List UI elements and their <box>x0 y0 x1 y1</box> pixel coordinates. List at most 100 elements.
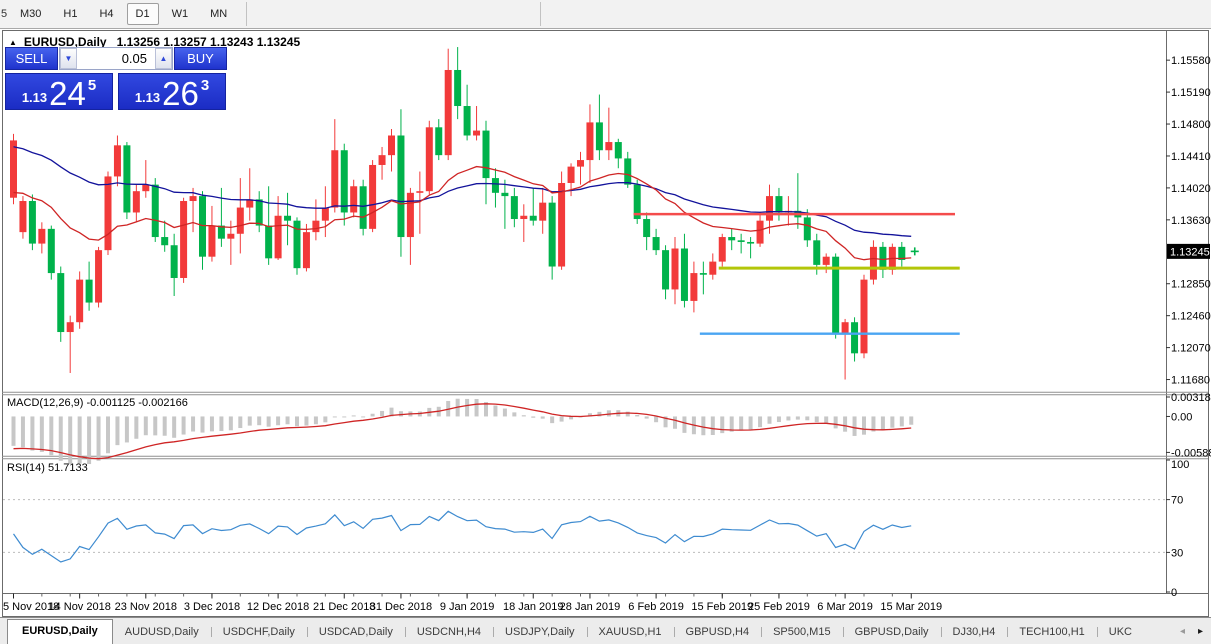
tab-gbpusd-daily[interactable]: GBPUSD,Daily <box>842 621 941 644</box>
macd-histogram-bar <box>635 414 640 417</box>
tab-gbpusd-h4[interactable]: GBPUSD,H4 <box>673 621 762 644</box>
macd-histogram-bar <box>380 410 385 417</box>
macd-histogram-bar <box>862 416 866 435</box>
candle-body <box>85 279 93 303</box>
macd-histogram-bar <box>191 416 196 432</box>
candle-body <box>113 145 121 177</box>
candle-body <box>851 322 859 354</box>
macd-histogram-bar <box>814 416 819 423</box>
tabs-scroll-left-icon[interactable]: ◂ <box>1179 626 1185 637</box>
candle-body <box>19 201 27 233</box>
candle-body <box>444 69 452 156</box>
date-axis-label: 18 Jan 2019 <box>503 601 564 613</box>
date-axis-label: 5 Nov 2018 <box>3 601 59 613</box>
tab-ukc[interactable]: UKC <box>1096 621 1144 644</box>
tab-sp500-m15[interactable]: SP500,M15 <box>761 621 842 644</box>
tf-button-w1[interactable]: W1 <box>171 8 189 20</box>
candle-body <box>473 130 481 136</box>
toolbar-divider <box>246 2 248 26</box>
macd-histogram-bar <box>332 416 337 418</box>
sell-button[interactable]: SELL <box>5 47 58 70</box>
macd-histogram-bar <box>739 416 744 431</box>
macd-histogram-bar <box>351 415 356 417</box>
candle-body <box>841 322 849 334</box>
candle-body <box>265 225 273 259</box>
macd-histogram-bar <box>238 416 243 429</box>
macd-axis-label: 0.003188 <box>1171 392 1211 404</box>
bid-price-tile[interactable]: 1.13 24 5 <box>5 73 113 110</box>
tab-dj30-h4[interactable]: DJ30,H4 <box>940 621 1008 644</box>
volume-increase-icon[interactable]: ▲ <box>155 48 172 69</box>
candle-body <box>539 202 547 221</box>
tf-button-h1[interactable]: H1 <box>63 8 78 20</box>
candle-body <box>227 233 235 239</box>
candle-body <box>643 219 651 238</box>
tab-audusd-daily[interactable]: AUDUSD,Daily <box>124 626 199 638</box>
macd-histogram-bar <box>96 416 101 461</box>
date-axis-label: 31 Dec 2018 <box>370 601 432 613</box>
price-axis-label: 1.15580 <box>1171 55 1211 67</box>
tf-button-d1[interactable]: D1 <box>126 3 159 25</box>
candle-body <box>28 201 36 244</box>
tab-xauusd-h1[interactable]: XAUUSD,H1 <box>586 621 674 644</box>
macd-histogram-bar <box>493 405 498 417</box>
macd-histogram-bar <box>540 416 545 419</box>
tab-eurusd-daily[interactable]: EURUSD,Daily <box>7 619 113 644</box>
candle-body <box>633 184 641 220</box>
candle-body <box>756 220 764 244</box>
candle-body <box>66 322 74 333</box>
price-axis-label: 1.15190 <box>1171 87 1211 99</box>
macd-histogram-bar <box>87 416 92 465</box>
macd-value-signal: -0.002166 <box>138 397 188 409</box>
macd-name: MACD(12,26,9) <box>7 397 84 409</box>
macd-histogram-bar <box>776 416 781 423</box>
macd-histogram-bar <box>559 416 564 422</box>
candle-body <box>860 279 868 354</box>
macd-histogram-bar <box>30 416 35 451</box>
date-axis-label: 21 Dec 2018 <box>313 601 375 613</box>
candle-body <box>331 150 339 208</box>
candle-body <box>170 245 178 278</box>
rsi-axis-label: 0 <box>1171 587 1177 599</box>
macd-histogram-bar <box>77 416 82 464</box>
candle-body <box>236 207 244 234</box>
timeframe-buttons: M30 H1 H4 D1 W1 MN <box>9 3 238 25</box>
tf-button-partial[interactable]: 5 <box>1 8 8 20</box>
tab-usdcad-daily[interactable]: USDCAD,Daily <box>306 621 405 644</box>
macd-histogram-bar <box>304 416 309 426</box>
price-axis-label: 1.14020 <box>1171 183 1211 195</box>
buy-button[interactable]: BUY <box>174 47 227 70</box>
candle-body <box>813 240 821 265</box>
tabs-scroll-right-icon[interactable]: ▸ <box>1197 626 1203 637</box>
macd-histogram-bar <box>720 416 725 434</box>
tab-usdchf-daily[interactable]: USDCHF,Daily <box>210 621 307 644</box>
tab-usdjpy-daily[interactable]: USDJPY,Daily <box>493 621 587 644</box>
candle-body <box>775 196 783 213</box>
macd-histogram-bar <box>465 398 470 417</box>
tf-button-mn[interactable]: MN <box>210 8 228 20</box>
tf-button-m30[interactable]: M30 <box>20 8 42 20</box>
volume-input[interactable]: 0.05 <box>77 48 155 69</box>
tf-button-h4[interactable]: H4 <box>99 8 114 20</box>
candle-body <box>671 248 679 290</box>
macd-histogram-bar <box>758 416 763 428</box>
macd-histogram-bar <box>219 416 224 432</box>
macd-histogram-bar <box>162 416 167 436</box>
volume-decrease-icon[interactable]: ▼ <box>60 48 77 69</box>
tab-tech100-h1[interactable]: TECH100,H1 <box>1007 621 1096 644</box>
rsi-axis-label: 30 <box>1171 547 1183 559</box>
macd-histogram-bar <box>786 416 791 421</box>
macd-histogram-bar <box>729 416 734 432</box>
collapse-triangle-icon[interactable]: ▲ <box>9 37 17 47</box>
macd-histogram-bar <box>852 416 857 436</box>
macd-histogram-bar <box>710 416 715 435</box>
macd-histogram-bar <box>833 416 838 429</box>
date-axis-label: 6 Mar 2019 <box>817 601 873 613</box>
ask-price-tile[interactable]: 1.13 26 3 <box>118 73 226 110</box>
toolbar-divider-2 <box>540 2 541 26</box>
candle-body <box>699 273 707 275</box>
macd-histogram-bar <box>143 416 148 436</box>
macd-histogram-bar <box>597 411 602 417</box>
tab-usdcnh-h4[interactable]: USDCNH,H4 <box>404 621 493 644</box>
